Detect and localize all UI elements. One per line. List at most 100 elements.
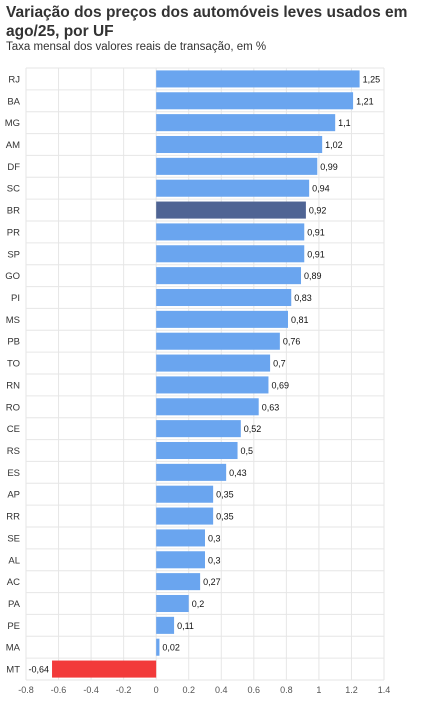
category-label-sp: SP	[7, 249, 20, 260]
value-label-ce: 0,52	[244, 424, 262, 434]
bar-ac	[156, 573, 201, 591]
x-tick-label-9: 1	[316, 685, 321, 695]
category-label-go: GO	[5, 271, 20, 282]
value-label-mt: -0,64	[29, 665, 50, 675]
x-tick-label-3: -0.2	[116, 685, 132, 695]
x-tick-label-6: 0.4	[215, 685, 228, 695]
value-label-pa: 0,2	[192, 599, 205, 609]
value-label-se: 0,3	[208, 533, 221, 543]
category-label-pa: PA	[8, 599, 21, 610]
bar-br	[156, 201, 306, 219]
category-label-br: BR	[7, 206, 20, 217]
category-label-ap: AP	[7, 490, 20, 501]
value-label-df: 0,99	[320, 162, 338, 172]
category-label-rs: RS	[7, 446, 20, 457]
x-tick-label-5: 0.2	[182, 685, 195, 695]
value-label-ma: 0,02	[162, 643, 180, 653]
value-label-to: 0,7	[273, 359, 286, 369]
category-label-pr: PR	[7, 227, 20, 238]
value-label-ac: 0,27	[203, 577, 221, 587]
category-label-ce: CE	[7, 424, 20, 435]
value-label-ba: 1,21	[356, 96, 374, 106]
bar-es	[156, 463, 227, 481]
category-labels: RJ BA MG AM DF SC BR PR SP GO PI MS PB TO RN RO CE RS ES AP…	[5, 74, 21, 675]
category-label-to: TO	[7, 359, 20, 370]
value-label-br: 0,92	[309, 206, 327, 216]
category-label-ac: AC	[7, 577, 20, 588]
category-label-am: AM	[6, 140, 20, 151]
value-label-ap: 0,35	[216, 490, 234, 500]
value-label-go: 0,89	[304, 271, 322, 281]
bar-go	[156, 267, 302, 285]
value-label-pb: 0,76	[283, 337, 301, 347]
bar-ba	[156, 92, 354, 110]
category-label-al: AL	[8, 555, 20, 566]
bar-df	[156, 157, 318, 175]
bar-ro	[156, 398, 259, 416]
value-label-rs: 0,5	[241, 446, 254, 456]
bar-al	[156, 551, 205, 569]
x-axis-ticks: -0.8 -0.6 -0.4 -0.2 0 0.2 0.4 0.6 0.8 1 1.2 1.4	[18, 685, 390, 695]
x-tick-label-0: -0.8	[18, 685, 34, 695]
category-label-rn: RN	[6, 380, 20, 391]
x-tick-label-4: 0	[154, 685, 159, 695]
value-label-rj: 1,25	[363, 74, 381, 84]
category-label-pi: PI	[11, 293, 20, 304]
bar-sp	[156, 245, 305, 263]
bar-pb	[156, 332, 280, 350]
value-label-am: 1,02	[325, 140, 343, 150]
bar-ce	[156, 420, 241, 438]
x-tick-label-8: 0.8	[280, 685, 293, 695]
chart-title: Variação dos preços dos automóveis leves…	[6, 4, 408, 40]
category-label-sc: SC	[7, 184, 20, 195]
category-label-mg: MG	[5, 118, 20, 129]
chart-subtitle: Taxa mensal dos valores reais de transaç…	[6, 41, 267, 53]
category-label-rr: RR	[6, 512, 20, 523]
bar-sc	[156, 179, 310, 197]
category-label-pb: PB	[7, 337, 20, 348]
category-label-df: DF	[7, 162, 20, 173]
value-label-rn: 0,69	[271, 380, 289, 390]
category-label-pe: PE	[7, 621, 20, 632]
bar-ma	[156, 638, 160, 656]
bar-ap	[156, 485, 214, 503]
bar-rs	[156, 441, 238, 460]
value-label-al: 0,3	[208, 555, 221, 565]
category-label-rj: RJ	[8, 74, 20, 85]
x-tick-label-7: 0.6	[248, 685, 261, 695]
x-tick-label-10: 1.2	[345, 685, 358, 695]
bars	[52, 70, 360, 678]
bar-rj	[156, 70, 360, 88]
bar-pe	[156, 616, 175, 634]
category-label-ma: MA	[6, 643, 21, 654]
value-label-pe: 0,11	[177, 621, 194, 631]
bar-to	[156, 354, 271, 372]
value-label-sc: 0,94	[312, 184, 330, 194]
bar-mg	[156, 114, 336, 132]
value-label-es: 0,43	[229, 468, 247, 478]
value-label-sp: 0,91	[307, 249, 325, 259]
category-label-ms: MS	[6, 315, 20, 326]
category-label-se: SE	[7, 533, 20, 544]
value-label-ms: 0,81	[291, 315, 309, 325]
x-tick-label-1: -0.6	[51, 685, 67, 695]
bar-ms	[156, 310, 288, 328]
value-label-mg: 1,1	[338, 118, 351, 128]
bar-pr	[156, 223, 305, 241]
category-label-es: ES	[7, 468, 20, 479]
category-label-ba: BA	[7, 96, 20, 107]
value-label-pr: 0,91	[307, 227, 325, 237]
category-label-ro: RO	[6, 402, 20, 413]
value-labels: 1,25 1,21 1,1 1,02 0,99 0,94 0,92 0,91 0,91 0,89 0…	[29, 74, 381, 674]
category-label-mt: MT	[6, 665, 20, 676]
bar-rr	[156, 507, 214, 525]
bar-am	[156, 135, 323, 154]
x-tick-label-11: 1.4	[378, 685, 391, 695]
bar-se	[156, 529, 205, 547]
bar-rn	[156, 376, 269, 394]
bar-mt	[52, 660, 157, 678]
value-label-rr: 0,35	[216, 512, 234, 522]
bar-pi	[156, 288, 292, 307]
x-tick-label-2: -0.4	[83, 685, 99, 695]
